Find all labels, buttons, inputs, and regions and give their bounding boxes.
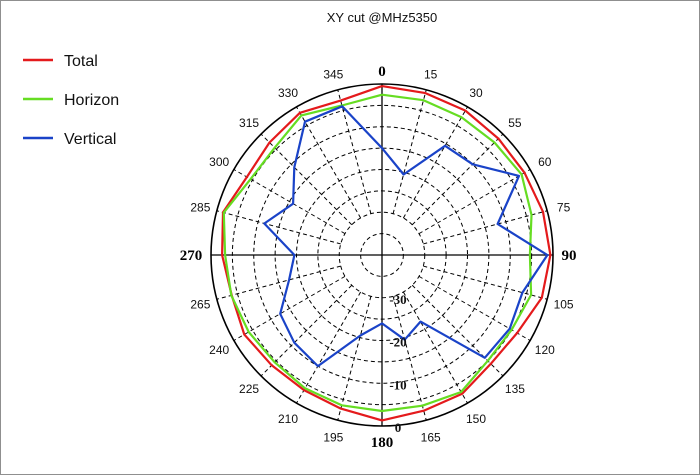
radial-label: -20 [389, 335, 406, 350]
angle-label: 55 [508, 116, 522, 130]
legend-label-total: Total [64, 53, 98, 70]
spoke-line [260, 133, 353, 226]
spoke-line [402, 106, 468, 219]
spoke-line [233, 275, 346, 341]
angle-label: 265 [190, 298, 210, 312]
legend-label-vertical: Vertical [64, 131, 116, 148]
radial-labels: -30 -20 -10 0 [389, 292, 406, 435]
angle-label: 345 [323, 67, 343, 81]
spoke-line [296, 106, 362, 219]
angle-label: 225 [239, 382, 259, 396]
legend: Total Horizon Vertical [23, 53, 119, 148]
series-line-horizon [222, 93, 533, 413]
spoke-line [216, 210, 341, 245]
series-layer [221, 85, 552, 422]
radial-label: -10 [389, 377, 406, 392]
series-line-total [221, 85, 552, 422]
spoke-line [418, 169, 531, 235]
angle-label: 240 [209, 343, 229, 357]
angle-label: 315 [239, 116, 259, 130]
radial-label: -30 [389, 292, 406, 307]
spoke-line [392, 89, 427, 214]
angle-label: 330 [278, 86, 298, 100]
angle-label: 105 [554, 298, 574, 312]
angle-label: 120 [535, 343, 555, 357]
radial-label: 0 [395, 420, 402, 435]
legend-label-horizon: Horizon [64, 92, 119, 109]
angle-label: 15 [424, 67, 438, 81]
angle-label: 30 [469, 86, 483, 100]
angle-label: 90 [562, 248, 577, 264]
angle-label: 75 [557, 200, 571, 214]
spoke-line [260, 284, 353, 377]
spoke-line [337, 296, 372, 421]
angle-labels: 0 15 30 55 60 75 90 105 120 135 150 165 180 195 210 225… [180, 64, 577, 451]
angle-label: 285 [190, 200, 210, 214]
angle-label: 0 [378, 64, 386, 80]
series-line-vertical [263, 105, 549, 368]
spoke-line [233, 169, 346, 235]
angle-label: 300 [209, 155, 229, 169]
polar-grid [210, 83, 554, 427]
spoke-line [402, 291, 468, 404]
angle-label: 180 [371, 435, 394, 451]
angle-label: 195 [323, 431, 343, 445]
angle-label: 135 [505, 382, 525, 396]
spoke-line [337, 89, 372, 214]
spoke-line [392, 296, 427, 421]
chart-title: XY cut @MHz5350 [327, 10, 438, 25]
spoke-line [296, 291, 362, 404]
spoke-line [423, 210, 548, 245]
spoke-line [411, 133, 504, 226]
spoke-line [423, 265, 548, 300]
angle-label: 165 [421, 431, 441, 445]
angle-label: 60 [538, 155, 552, 169]
angle-label: 150 [466, 412, 486, 426]
spoke-line [216, 265, 341, 300]
angle-label: 270 [180, 248, 203, 264]
angle-label: 210 [278, 412, 298, 426]
